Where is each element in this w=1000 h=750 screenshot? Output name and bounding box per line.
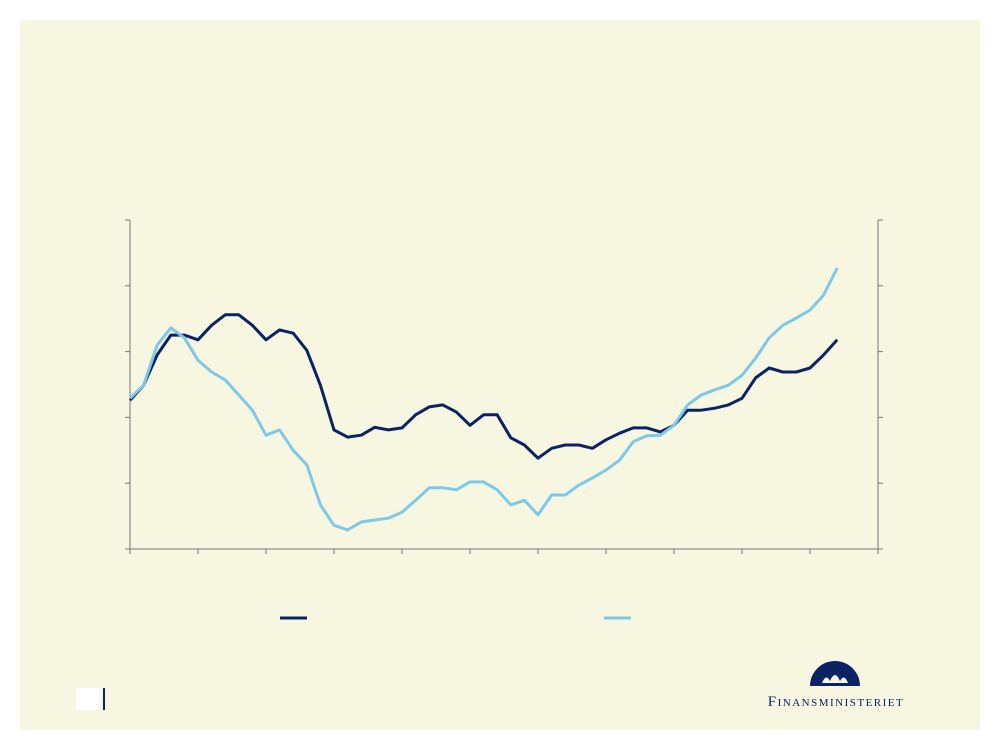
logo-crown-detail <box>822 675 848 683</box>
logo-crown <box>810 661 860 686</box>
page-box <box>76 688 100 710</box>
series-line <box>128 313 839 460</box>
logo: Finansministeriet <box>768 661 905 710</box>
panel <box>20 20 980 730</box>
logo-text: Finansministeriet <box>768 694 905 710</box>
series-line <box>128 267 839 532</box>
